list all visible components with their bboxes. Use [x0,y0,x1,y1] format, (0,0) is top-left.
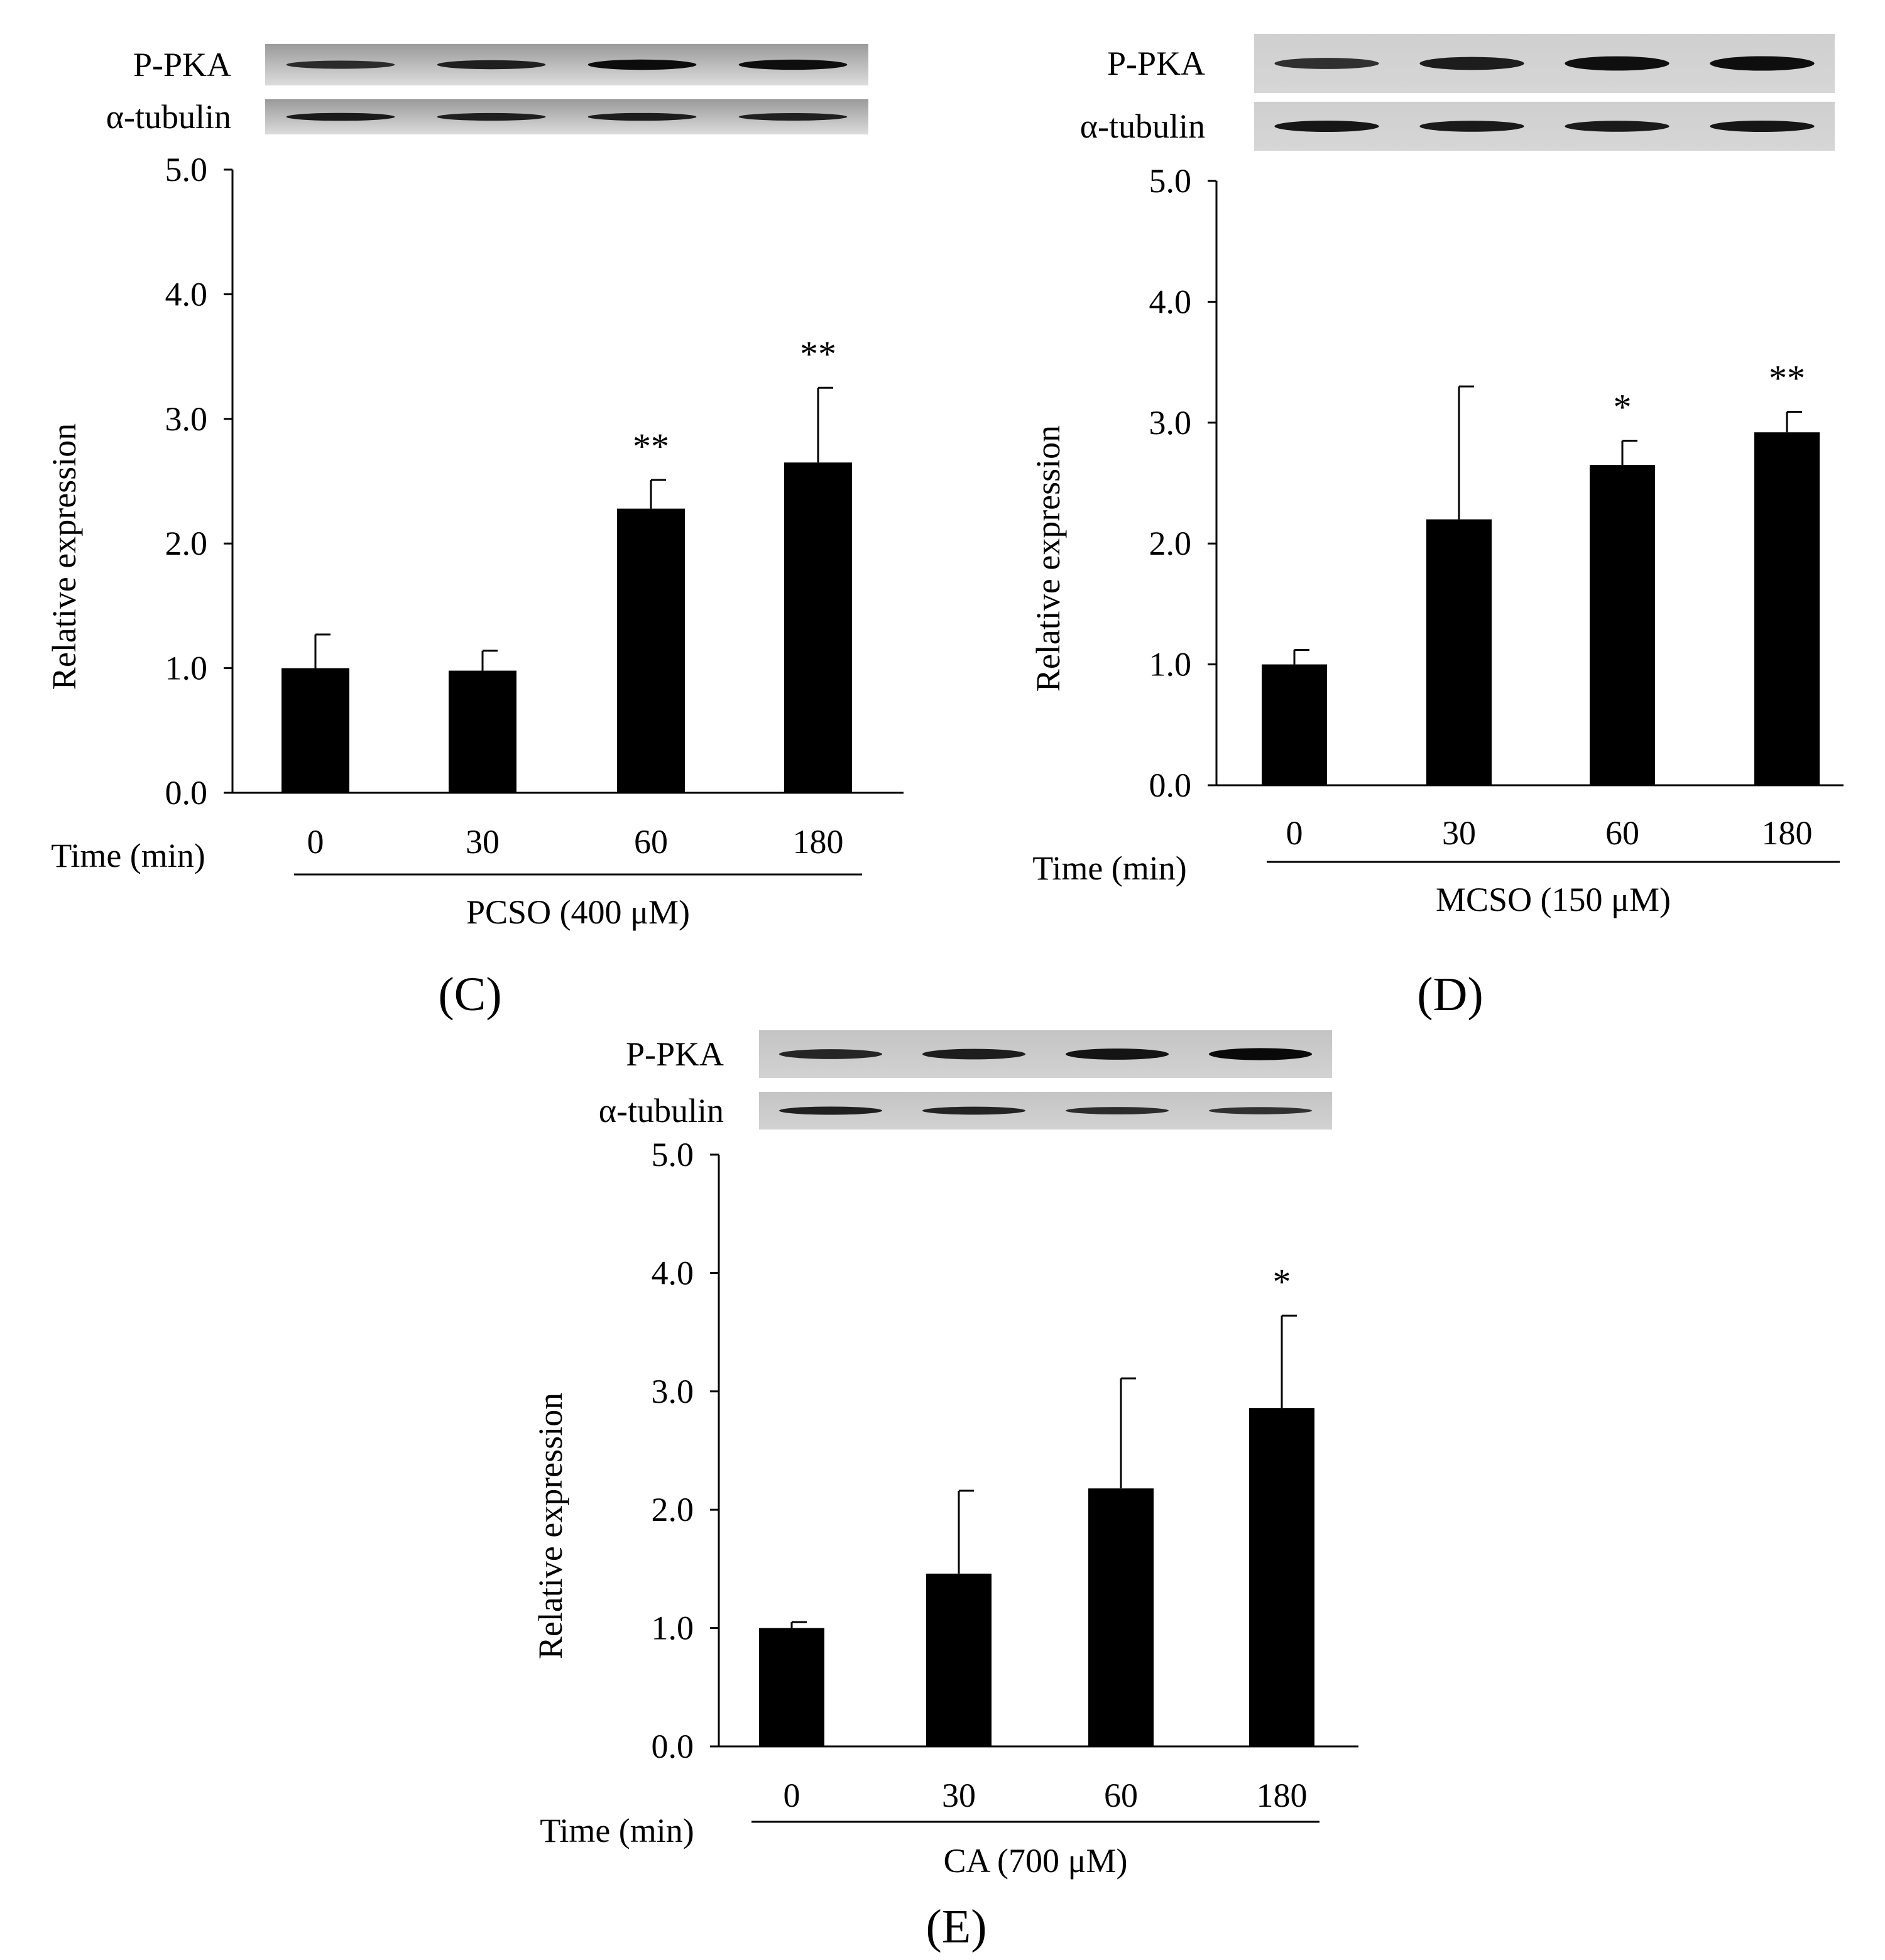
bar [1088,1488,1154,1746]
bar [1249,1408,1314,1746]
y-tick-label: 5.0 [1149,162,1192,200]
y-axis-title: Relative expression [1029,425,1067,692]
x-tick-label: 0 [784,1777,800,1814]
blot-band [1065,1107,1169,1114]
x-tick-label: 180 [793,823,844,861]
blot-band [1565,56,1669,71]
blot-band [1208,1048,1313,1060]
significance-marker: * [1614,387,1632,428]
x-tick-label: 0 [1286,814,1303,852]
blot-band [1710,56,1815,71]
bar [1754,432,1820,785]
blot-label-tubulin: α-tubulin [106,98,231,136]
blot-band [779,1049,883,1059]
blot-band [1274,58,1379,69]
x-tick-label: 30 [1442,814,1476,852]
significance-marker: ** [633,426,669,467]
treatment-label: PCSO (400 μM) [466,893,690,931]
x-tick-label: 60 [1605,814,1639,852]
blot-band [437,112,546,121]
blot-band [738,112,848,121]
blot-label-tubulin: α-tubulin [599,1092,724,1130]
y-tick-label: 4.0 [1149,283,1192,320]
bar [1426,519,1492,785]
y-tick-label: 0.0 [165,774,208,812]
blot-band [1065,1048,1169,1060]
blot-band [1419,121,1524,132]
y-tick-label: 5.0 [165,151,208,188]
y-tick-label: 2.0 [1149,525,1192,562]
x-tick-label: 60 [634,823,668,861]
significance-marker: * [1273,1261,1291,1302]
x-tick-label: 0 [307,823,324,861]
blot-band [1274,120,1379,133]
blot-label-tubulin: α-tubulin [1080,107,1205,145]
blot-band [1208,1107,1313,1114]
blot-band [587,112,697,121]
y-tick-label: 4.0 [165,275,208,313]
y-tick-label: 3.0 [1149,404,1192,442]
bar [926,1573,992,1746]
panel-label-d: (D) [1417,968,1483,1021]
y-tick-label: 5.0 [652,1136,694,1173]
time-axis-label: Time (min) [1032,849,1187,887]
blot-label-ppka: P-PKA [626,1035,724,1073]
y-tick-label: 2.0 [165,525,208,562]
blot-band [1419,57,1524,70]
blot-label-ppka: P-PKA [1107,45,1205,82]
y-axis-title: Relative expression [45,423,83,690]
blot-band [1565,121,1669,132]
time-axis-label: Time (min) [540,1812,694,1849]
x-tick-label: 180 [1257,1777,1308,1814]
blot-band [738,59,848,70]
panel-label-e: (E) [926,1900,986,1953]
y-tick-label: 2.0 [652,1491,694,1528]
x-tick-label: 60 [1104,1777,1138,1814]
y-axis-title: Relative expression [532,1393,569,1659]
blot-band [922,1106,1026,1115]
blot-band [286,60,395,69]
bar [449,670,516,793]
blot-label-ppka: P-PKA [133,46,231,84]
panel-label-c: (C) [438,968,501,1021]
blot-band [922,1048,1026,1060]
treatment-label: MCSO (150 μM) [1436,881,1671,918]
blot-band [286,112,395,121]
y-tick-label: 0.0 [652,1728,694,1765]
time-axis-label: Time (min) [51,837,205,874]
x-tick-label: 180 [1762,814,1813,852]
bar [759,1628,824,1746]
bar [784,462,852,793]
y-tick-label: 3.0 [165,400,208,438]
blot-band [1710,120,1815,133]
blot-band [779,1106,883,1115]
blot-band [437,60,546,70]
x-tick-label: 30 [942,1777,976,1814]
bar [281,668,349,793]
bar [1590,465,1655,785]
blot-band [587,59,697,70]
y-tick-label: 1.0 [1149,646,1192,683]
treatment-label: CA (700 μM) [944,1842,1128,1880]
bar [617,508,685,793]
y-tick-label: 1.0 [165,650,208,687]
y-tick-label: 3.0 [652,1373,694,1410]
significance-marker: ** [1769,357,1805,398]
y-tick-label: 1.0 [652,1609,694,1647]
significance-marker: ** [800,334,836,374]
y-tick-label: 0.0 [1149,766,1192,804]
bar [1262,664,1327,785]
x-tick-label: 30 [466,823,500,861]
y-tick-label: 4.0 [652,1254,694,1292]
